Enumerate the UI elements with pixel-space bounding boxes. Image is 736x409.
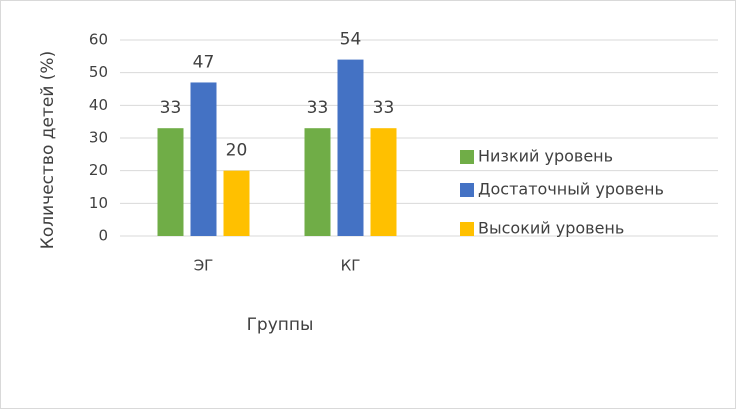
legend-label: Высокий уровень [478,219,624,238]
data-label: 47 [193,52,215,72]
bar [337,59,364,236]
legend-swatch [460,222,474,236]
y-tick-label: 40 [89,96,108,114]
bar [190,82,217,236]
y-tick-label: 60 [89,31,108,49]
x-axis-title: Группы [247,315,314,335]
legend-label: Низкий уровень [478,147,613,166]
data-label: 20 [226,141,248,161]
bar [304,128,331,236]
bar [157,128,184,236]
y-tick-label: 10 [89,194,108,212]
legend-label: Достаточный уровень [478,180,664,199]
y-tick-label: 0 [98,227,108,245]
legend-swatch [460,183,474,197]
data-label: 33 [307,98,329,118]
bar [223,170,250,236]
y-axis-title: Количество детей (%) [38,51,58,249]
x-tick-label: КГ [341,257,361,275]
y-tick-label: 20 [89,161,108,179]
data-label: 54 [340,30,362,50]
data-label: 33 [160,98,182,118]
y-tick-label: 30 [89,129,108,147]
data-label: 33 [373,98,395,118]
y-tick-label: 50 [89,63,108,81]
legend-swatch [460,150,474,164]
bar [370,128,397,236]
x-tick-label: ЭГ [194,257,214,275]
